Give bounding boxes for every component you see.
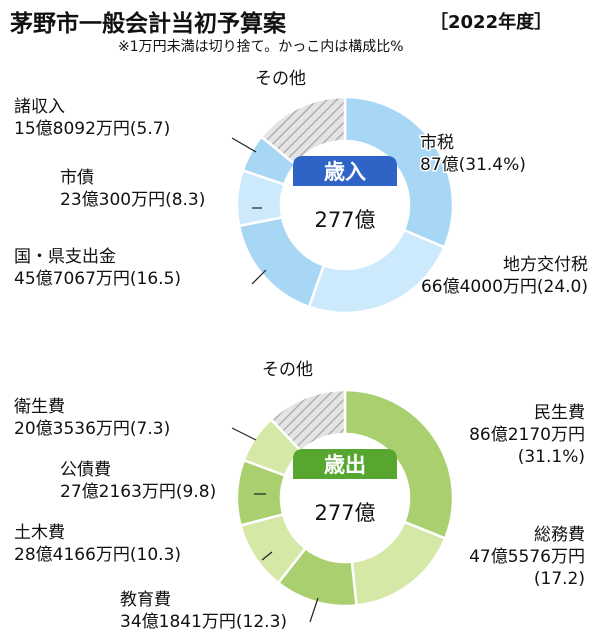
slice-label-line-2: 15億8092万円(5.7) <box>14 119 170 139</box>
slice-label-line-2: 47億5576万円 <box>469 547 585 567</box>
leader-line <box>309 597 319 623</box>
leader-line <box>231 137 257 153</box>
leader-line <box>251 269 267 285</box>
slice-label-line-1: 市税 <box>420 133 454 153</box>
rounding-note: ※1万円未満は切り捨て。かっこ内は構成比% <box>118 39 404 55</box>
fiscal-year-label: ［2022年度］ <box>430 12 553 33</box>
center-total-1: 277億 <box>314 208 375 232</box>
slice-label-1-6: その他 <box>254 68 308 91</box>
center-badge-bg-2 <box>293 449 397 479</box>
slice-label-line-2: 27億2163万円(9.8) <box>60 482 216 502</box>
slice-label-line-1: 地方交付税 <box>503 255 588 275</box>
slice-label-line-1: 国・県支出金 <box>14 247 116 267</box>
center-total-2: 277億 <box>314 501 375 525</box>
slice-label-line-3: (17.2) <box>534 569 585 589</box>
slice-label-line-2: 86億2170万円 <box>469 425 585 445</box>
slice-label-2-7: その他 <box>261 359 315 382</box>
slice-label-line-3: (31.1%) <box>518 447 585 467</box>
slice-label-line-1: 土木費 <box>14 523 65 543</box>
slice-label-line-2: 23億300万円(8.3) <box>60 190 205 210</box>
slice-label-line-2: 45億7067万円(16.5) <box>14 269 181 289</box>
slice-label-line-2: 87億(31.4%) <box>420 155 526 175</box>
center-badge-label-1: 歳入 <box>324 160 366 184</box>
slice-label-line-1: その他 <box>255 69 306 89</box>
slice-label-line-1: 教育費 <box>120 590 171 610</box>
slice-label-line-1: 民生費 <box>534 403 585 423</box>
leader-line <box>231 427 257 441</box>
slice-label-line-1: その他 <box>262 360 313 380</box>
center-badge-label-2: 歳出 <box>324 453 366 477</box>
slice-label-line-1: 諸収入 <box>14 97 65 117</box>
slice-label-line-1: 衛生費 <box>14 397 65 417</box>
slice-label-line-1: 総務費 <box>534 525 585 545</box>
slice-label-line-1: 公債費 <box>60 460 111 480</box>
leader-line <box>261 551 273 561</box>
chart-title: 茅野市一般会計当初予算案 <box>10 11 286 37</box>
center-badge-bg-1 <box>293 156 397 186</box>
slice-label-line-2: 20億3536万円(7.3) <box>14 419 170 439</box>
slice-label-line-1: 市債 <box>60 168 94 188</box>
slice-label-line-2: 66億4000万円(24.0) <box>421 277 588 297</box>
slice-label-line-2: 34億1841万円(12.3) <box>120 612 287 632</box>
slice-label-line-2: 28億4166万円(10.3) <box>14 545 181 565</box>
